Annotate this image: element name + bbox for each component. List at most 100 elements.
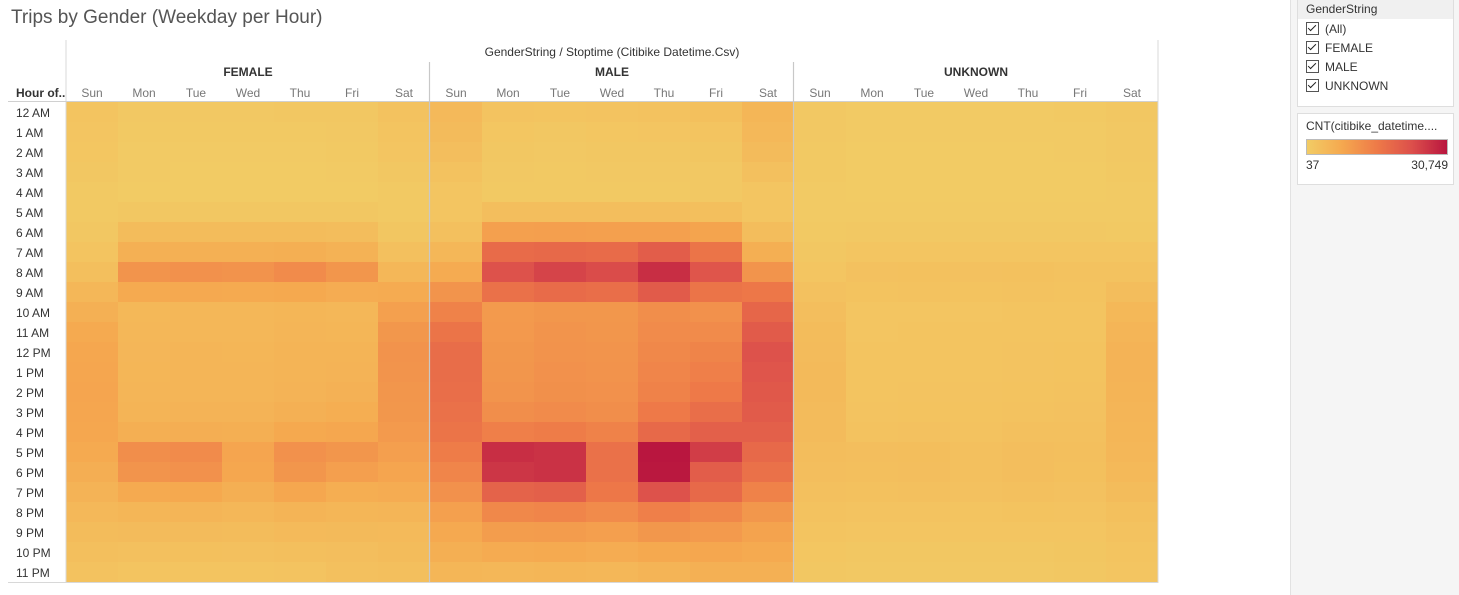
heatmap-cell-unknown-tue-11[interactable] xyxy=(898,322,951,343)
heatmap-cell-unknown-tue-7[interactable] xyxy=(898,242,951,263)
heatmap-cell-female-fri-4[interactable] xyxy=(326,182,379,203)
heatmap-cell-unknown-fri-11[interactable] xyxy=(1054,322,1107,343)
heatmap-cell-unknown-sat-17[interactable] xyxy=(1106,442,1159,463)
heatmap-cell-unknown-thu-5[interactable] xyxy=(1002,202,1055,223)
heatmap-cell-male-mon-21[interactable] xyxy=(482,522,535,543)
heatmap-cell-unknown-sun-7[interactable] xyxy=(794,242,847,263)
heatmap-cell-unknown-sun-20[interactable] xyxy=(794,502,847,523)
heatmap-cell-unknown-thu-13[interactable] xyxy=(1002,362,1055,383)
heatmap-cell-female-sun-13[interactable] xyxy=(66,362,119,383)
heatmap-cell-female-wed-14[interactable] xyxy=(222,382,275,403)
heatmap-cell-unknown-sat-18[interactable] xyxy=(1106,462,1159,483)
heatmap-cell-female-mon-2[interactable] xyxy=(118,142,171,163)
heatmap-cell-male-tue-2[interactable] xyxy=(534,142,587,163)
heatmap-cell-male-wed-11[interactable] xyxy=(586,322,639,343)
heatmap-cell-male-thu-20[interactable] xyxy=(638,502,691,523)
heatmap-cell-female-mon-19[interactable] xyxy=(118,482,171,503)
heatmap-cell-female-fri-0[interactable] xyxy=(326,102,379,123)
heatmap-cell-female-fri-13[interactable] xyxy=(326,362,379,383)
checkbox-checked-icon[interactable] xyxy=(1306,60,1319,73)
heatmap-cell-female-sun-10[interactable] xyxy=(66,302,119,323)
heatmap-cell-female-fri-14[interactable] xyxy=(326,382,379,403)
heatmap-cell-unknown-fri-12[interactable] xyxy=(1054,342,1107,363)
heatmap-cell-male-sun-22[interactable] xyxy=(430,542,483,563)
heatmap-cell-unknown-mon-16[interactable] xyxy=(846,422,899,443)
heatmap-cell-female-tue-4[interactable] xyxy=(170,182,223,203)
heatmap-cell-male-thu-19[interactable] xyxy=(638,482,691,503)
heatmap-cell-unknown-tue-12[interactable] xyxy=(898,342,951,363)
heatmap-cell-female-thu-15[interactable] xyxy=(274,402,327,423)
heatmap-cell-male-mon-10[interactable] xyxy=(482,302,535,323)
heatmap-cell-male-mon-20[interactable] xyxy=(482,502,535,523)
heatmap-cell-female-mon-8[interactable] xyxy=(118,262,171,283)
heatmap-cell-female-mon-6[interactable] xyxy=(118,222,171,243)
heatmap-cell-male-wed-1[interactable] xyxy=(586,122,639,143)
heatmap-cell-female-sun-23[interactable] xyxy=(66,562,119,583)
heatmap-cell-unknown-tue-17[interactable] xyxy=(898,442,951,463)
heatmap-cell-unknown-wed-11[interactable] xyxy=(950,322,1003,343)
heatmap-cell-female-mon-0[interactable] xyxy=(118,102,171,123)
heatmap-cell-female-tue-11[interactable] xyxy=(170,322,223,343)
heatmap-cell-male-tue-0[interactable] xyxy=(534,102,587,123)
heatmap-cell-male-sun-3[interactable] xyxy=(430,162,483,183)
heatmap-cell-female-thu-7[interactable] xyxy=(274,242,327,263)
heatmap-cell-male-sun-19[interactable] xyxy=(430,482,483,503)
heatmap-cell-unknown-wed-10[interactable] xyxy=(950,302,1003,323)
heatmap-cell-unknown-sun-5[interactable] xyxy=(794,202,847,223)
heatmap-cell-male-fri-20[interactable] xyxy=(690,502,743,523)
heatmap-cell-unknown-thu-23[interactable] xyxy=(1002,562,1055,583)
heatmap-cell-unknown-mon-2[interactable] xyxy=(846,142,899,163)
heatmap-cell-unknown-sat-8[interactable] xyxy=(1106,262,1159,283)
heatmap-cell-female-thu-2[interactable] xyxy=(274,142,327,163)
heatmap-cell-male-tue-16[interactable] xyxy=(534,422,587,443)
heatmap-cell-unknown-fri-1[interactable] xyxy=(1054,122,1107,143)
heatmap-cell-unknown-tue-3[interactable] xyxy=(898,162,951,183)
heatmap-cell-unknown-sat-21[interactable] xyxy=(1106,522,1159,543)
heatmap-cell-male-mon-22[interactable] xyxy=(482,542,535,563)
heatmap-cell-female-thu-21[interactable] xyxy=(274,522,327,543)
heatmap-cell-unknown-wed-23[interactable] xyxy=(950,562,1003,583)
heatmap-cell-unknown-sat-14[interactable] xyxy=(1106,382,1159,403)
heatmap-cell-male-sun-2[interactable] xyxy=(430,142,483,163)
heatmap-cell-unknown-fri-7[interactable] xyxy=(1054,242,1107,263)
heatmap-cell-unknown-wed-0[interactable] xyxy=(950,102,1003,123)
heatmap-cell-male-fri-6[interactable] xyxy=(690,222,743,243)
heatmap-cell-female-mon-21[interactable] xyxy=(118,522,171,543)
heatmap-cell-male-wed-7[interactable] xyxy=(586,242,639,263)
heatmap-cell-female-tue-6[interactable] xyxy=(170,222,223,243)
heatmap-cell-unknown-wed-12[interactable] xyxy=(950,342,1003,363)
heatmap-cell-female-tue-7[interactable] xyxy=(170,242,223,263)
heatmap-cell-female-mon-7[interactable] xyxy=(118,242,171,263)
heatmap-cell-unknown-mon-1[interactable] xyxy=(846,122,899,143)
heatmap-cell-unknown-mon-5[interactable] xyxy=(846,202,899,223)
heatmap-cell-female-wed-15[interactable] xyxy=(222,402,275,423)
heatmap-cell-unknown-wed-22[interactable] xyxy=(950,542,1003,563)
heatmap-cell-male-tue-11[interactable] xyxy=(534,322,587,343)
heatmap-cell-unknown-tue-13[interactable] xyxy=(898,362,951,383)
heatmap-cell-unknown-mon-21[interactable] xyxy=(846,522,899,543)
heatmap-cell-female-wed-5[interactable] xyxy=(222,202,275,223)
heatmap-cell-female-fri-2[interactable] xyxy=(326,142,379,163)
heatmap-cell-female-mon-3[interactable] xyxy=(118,162,171,183)
heatmap-cell-male-mon-2[interactable] xyxy=(482,142,535,163)
heatmap-cell-unknown-fri-14[interactable] xyxy=(1054,382,1107,403)
heatmap-cell-unknown-mon-14[interactable] xyxy=(846,382,899,403)
heatmap-cell-female-tue-3[interactable] xyxy=(170,162,223,183)
heatmap-cell-female-sun-15[interactable] xyxy=(66,402,119,423)
heatmap-cell-female-fri-17[interactable] xyxy=(326,442,379,463)
heatmap-cell-unknown-sun-22[interactable] xyxy=(794,542,847,563)
heatmap-cell-unknown-mon-20[interactable] xyxy=(846,502,899,523)
heatmap-cell-unknown-thu-17[interactable] xyxy=(1002,442,1055,463)
heatmap-cell-male-mon-6[interactable] xyxy=(482,222,535,243)
heatmap-cell-unknown-sun-3[interactable] xyxy=(794,162,847,183)
heatmap-cell-unknown-tue-1[interactable] xyxy=(898,122,951,143)
heatmap-cell-unknown-wed-13[interactable] xyxy=(950,362,1003,383)
heatmap-cell-male-thu-7[interactable] xyxy=(638,242,691,263)
heatmap-cell-female-wed-22[interactable] xyxy=(222,542,275,563)
heatmap-cell-male-wed-13[interactable] xyxy=(586,362,639,383)
heatmap-cell-unknown-wed-2[interactable] xyxy=(950,142,1003,163)
heatmap-cell-female-sun-9[interactable] xyxy=(66,282,119,303)
heatmap-cell-female-thu-20[interactable] xyxy=(274,502,327,523)
heatmap-cell-female-sat-1[interactable] xyxy=(378,122,431,143)
heatmap-cell-male-fri-10[interactable] xyxy=(690,302,743,323)
